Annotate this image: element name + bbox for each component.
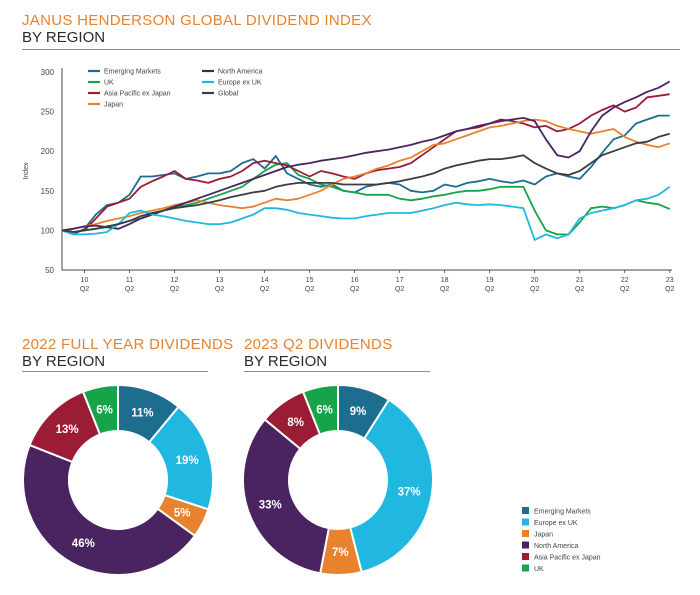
pie1-title-block: 2022 FULL YEAR DIVIDENDS BY REGION (22, 336, 233, 370)
donut-chart-2023-q2: 9% 37% 7% 33% 8% 6% (242, 383, 434, 576)
pie1-divider (22, 371, 208, 372)
pie-legend-swatch-japan (522, 530, 529, 537)
x-tick-label-year: 15 (306, 277, 314, 284)
donut-slice-uk (81, 383, 119, 436)
pie-legend-swatch-emerging-markets (522, 507, 529, 514)
x-tick-label-year: 12 (171, 277, 179, 284)
x-tick-label-quarter: Q2 (485, 286, 494, 293)
donut-slice-europe-ex-uk (348, 398, 434, 574)
x-tick-label-year: 10 (81, 277, 89, 284)
y-tick-label: 50 (45, 266, 54, 275)
x-tick-label-year: 14 (261, 277, 269, 284)
x-tick-label-year: 11 (126, 277, 133, 284)
x-tick-label-year: 22 (621, 277, 629, 284)
donut-label-emerging-markets: 9% (350, 406, 367, 418)
y-tick-label: 200 (41, 147, 55, 156)
series-line-global (61, 132, 670, 233)
series-line-north-america (61, 80, 671, 232)
legend-label-global: Global (218, 91, 239, 98)
line-chart: 50 100 150 200 250 300 Index 10 Q2 11 Q2 12 Q2 13 Q2 14… (23, 68, 675, 293)
series-line-japan (61, 118, 670, 232)
pie-legend-swatch-north-america (522, 541, 529, 549)
donut-label-north-america: 33% (259, 499, 282, 511)
donut-label-uk: 6% (316, 404, 333, 416)
y-tick-label: 150 (41, 187, 55, 196)
series-line-emerging-markets (61, 114, 670, 236)
title-divider (22, 49, 680, 50)
legend-label-japan: Japan (104, 102, 123, 109)
donut-label-europe-ex-uk: 19% (176, 455, 199, 467)
pie-legend: Emerging Markets Europe ex UK Japan North A… (522, 507, 601, 573)
x-tick-label-year: 23 (666, 277, 674, 284)
y-tick-label: 250 (41, 108, 55, 117)
pie-legend-label-north-america: North America (534, 543, 578, 550)
pie-legend-label-uk: UK (534, 566, 544, 573)
pie-legend-swatch-uk (522, 564, 529, 572)
donut-slice-north-america (22, 443, 197, 576)
x-tick-label-quarter: Q2 (125, 286, 134, 293)
legend-label-asia-pacific-ex-japan: Asia Pacific ex Japan (104, 91, 171, 98)
x-tick-label-year: 21 (576, 277, 584, 284)
x-tick-label-quarter: Q2 (305, 286, 314, 293)
main-title-block: JANUS HENDERSON GLOBAL DIVIDEND INDEX BY… (22, 12, 372, 46)
x-tick-label-quarter: Q2 (170, 286, 179, 293)
donut-label-asia-pacific-ex-japan: 13% (56, 424, 79, 436)
pie-legend-label-europe-ex-uk: Europe ex UK (534, 520, 578, 527)
donut-label-europe-ex-uk: 37% (398, 486, 421, 498)
pie-legend-label-japan: Japan (534, 532, 553, 539)
x-tick-label-quarter: Q2 (395, 286, 404, 293)
donut-slice-north-america (242, 418, 330, 575)
x-tick-label-quarter: Q2 (350, 286, 359, 293)
page-subtitle: BY REGION (22, 29, 106, 46)
legend-label-north-america: North America (218, 69, 262, 76)
pie2-divider (244, 371, 430, 372)
legend-label-uk: UK (104, 80, 114, 87)
pie1-title: 2022 FULL YEAR DIVIDENDS (22, 336, 234, 353)
x-tick-label-quarter: Q2 (215, 286, 224, 293)
x-tick-label-year: 20 (531, 277, 539, 284)
pie1-subtitle: BY REGION (22, 353, 106, 370)
donut-label-asia-pacific-ex-japan: 8% (287, 417, 304, 429)
line-legend: Emerging Markets North America UK Europe ex… (88, 69, 262, 109)
x-tick-label-quarter: Q2 (665, 286, 674, 293)
donut-label-japan: 7% (332, 547, 349, 559)
donut-label-uk: 6% (96, 404, 113, 416)
donut-label-north-america: 46% (72, 538, 95, 550)
series-line-europe-ex-uk (61, 186, 671, 241)
x-tick-label-quarter: Q2 (260, 286, 269, 293)
legend-label-emerging-markets: Emerging Markets (104, 69, 161, 76)
x-tick-label-quarter: Q2 (440, 286, 449, 293)
pie2-title-block: 2023 Q2 DIVIDENDS BY REGION (244, 336, 393, 370)
x-tick-label-quarter: Q2 (620, 286, 629, 293)
x-tick-label-year: 16 (351, 277, 359, 284)
x-tick-label-year: 18 (441, 277, 449, 284)
pie-legend-swatch-europe-ex-uk (522, 518, 529, 526)
pie-legend-label-asia-pacific-ex-japan: Asia Pacific ex Japan (534, 555, 601, 562)
x-tick-label-year: 17 (396, 277, 404, 284)
page-title: JANUS HENDERSON GLOBAL DIVIDEND INDEX (22, 12, 372, 29)
x-tick-label-year: 19 (486, 277, 494, 284)
donut-chart-2022: 11% 19% 5% 46% 13% 6% (22, 383, 214, 576)
pie-legend-label-emerging-markets: Emerging Markets (534, 509, 591, 516)
series-line-asia-pacific-ex-japan (61, 93, 670, 233)
x-tick-label-quarter: Q2 (530, 286, 539, 293)
legend-label-europe-ex-uk: Europe ex UK (218, 80, 262, 87)
y-tick-label: 300 (41, 68, 55, 77)
donut-slice-uk (301, 383, 339, 436)
pie2-subtitle: BY REGION (244, 353, 328, 370)
pie2-title: 2023 Q2 DIVIDENDS (244, 336, 393, 353)
y-axis-label: Index (23, 162, 30, 180)
x-tick-label-quarter: Q2 (80, 286, 89, 293)
donut-label-emerging-markets: 11% (131, 407, 153, 419)
x-tick-label-quarter: Q2 (575, 286, 584, 293)
pie-legend-swatch-asia-pacific-ex-japan (522, 553, 529, 560)
donut-label-japan: 5% (174, 508, 191, 520)
y-tick-label: 100 (41, 226, 55, 235)
x-tick-label-year: 13 (216, 277, 224, 284)
